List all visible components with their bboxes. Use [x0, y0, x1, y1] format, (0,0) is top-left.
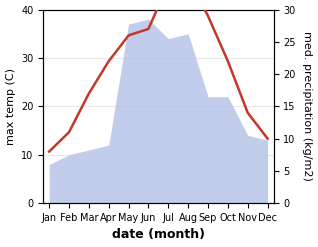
- Y-axis label: max temp (C): max temp (C): [5, 68, 16, 145]
- Y-axis label: med. precipitation (kg/m2): med. precipitation (kg/m2): [302, 31, 313, 181]
- X-axis label: date (month): date (month): [112, 228, 205, 242]
